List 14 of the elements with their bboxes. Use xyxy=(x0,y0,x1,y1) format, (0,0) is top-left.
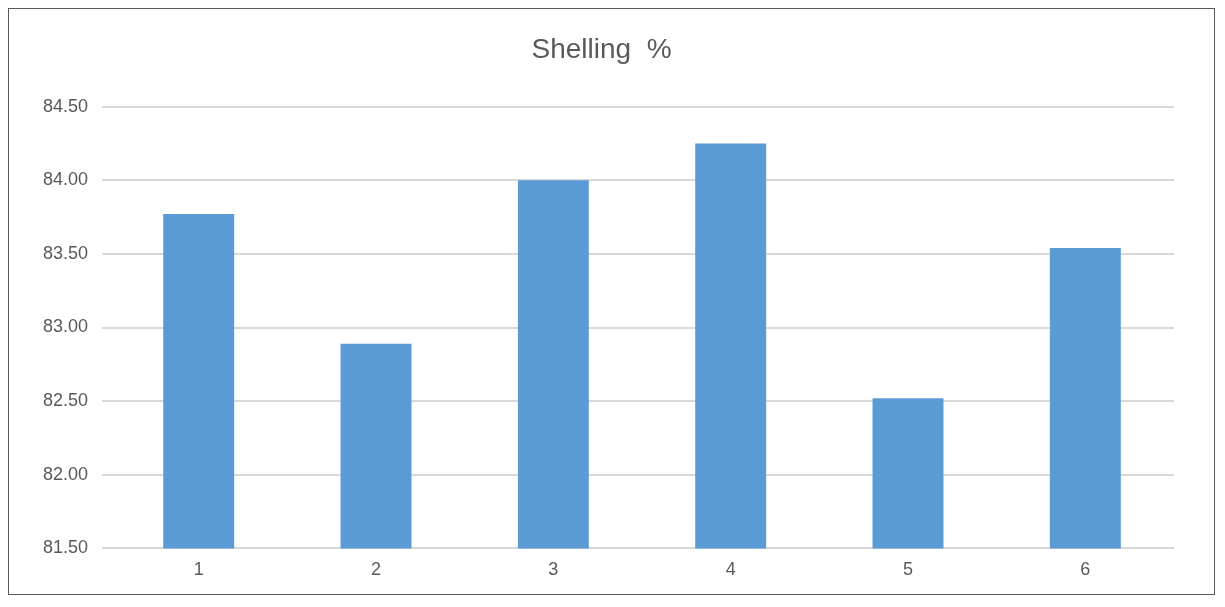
y-tick-label: 83.50 xyxy=(43,242,89,263)
y-tick-label: 84.00 xyxy=(43,169,89,190)
x-tick-label: 6 xyxy=(1080,559,1091,580)
y-tick-label: 81.50 xyxy=(43,537,89,558)
y-tick-label: 83.00 xyxy=(43,316,89,337)
x-tick-label: 1 xyxy=(193,559,204,580)
chart-title: Shelling % xyxy=(531,32,672,64)
x-tick-label: 5 xyxy=(903,559,914,580)
y-tick-label: 82.50 xyxy=(43,390,89,411)
y-tick-label: 82.00 xyxy=(43,463,89,484)
y-tick-label: 84.50 xyxy=(43,95,89,116)
x-tick-label: 3 xyxy=(548,559,559,580)
x-tick-label: 2 xyxy=(371,559,382,580)
x-tick-label: 4 xyxy=(725,559,736,580)
